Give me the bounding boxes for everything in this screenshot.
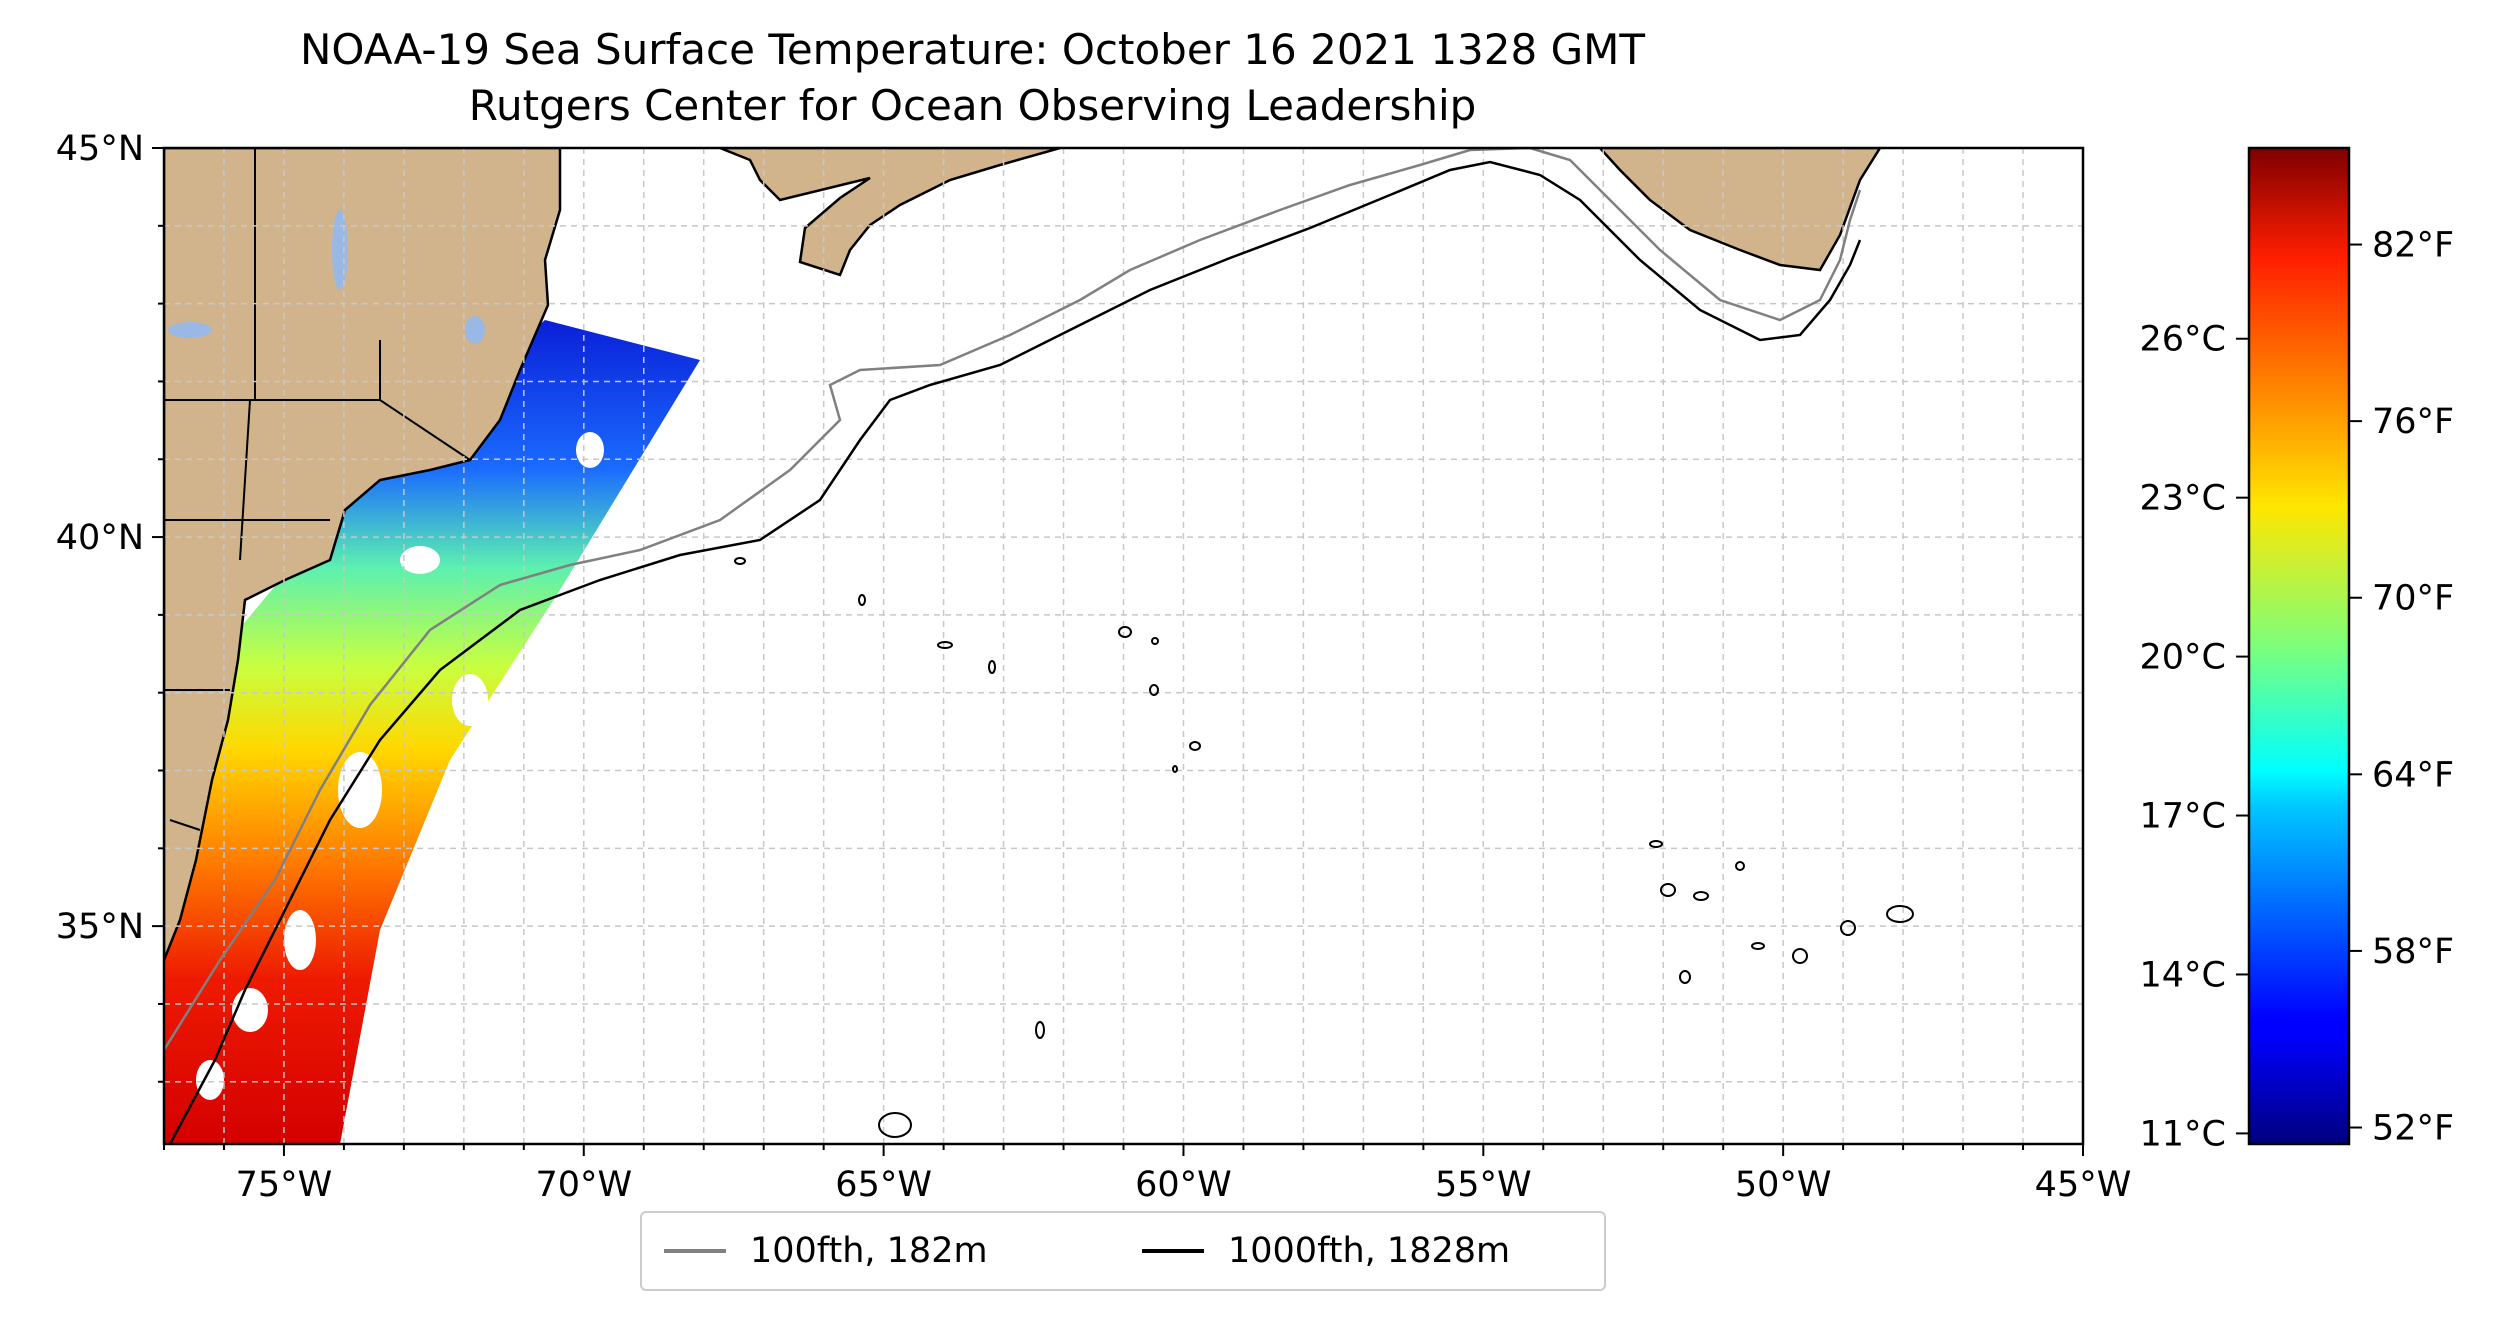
legend-item-100fth: 100fth, 182m bbox=[664, 1213, 988, 1289]
colorbar-celsius-label: 23°C bbox=[2140, 479, 2226, 519]
x-axis: 75°W 70°W 65°W 60°W 55°W 50°W 45°W bbox=[163, 1144, 2132, 1205]
legend-swatch-1000fth bbox=[1142, 1249, 1204, 1253]
colorbar-fahrenheit-label: 58°F bbox=[2372, 932, 2454, 972]
colorbar-celsius-label: 26°C bbox=[2140, 320, 2226, 360]
y-tick-label: 45°N bbox=[56, 129, 144, 169]
colorbar-celsius-label: 11°C bbox=[2140, 1114, 2226, 1154]
map-legend: 100fth, 182m 1000fth, 1828m bbox=[640, 1211, 1606, 1291]
colorbar-fahrenheit-ticks: 52°F 58°F 64°F 70°F 76°F 82°F bbox=[2349, 226, 2454, 1149]
map-plot-area bbox=[164, 148, 2083, 1144]
x-tick-label: 60°W bbox=[1135, 1165, 1232, 1205]
colorbar-celsius-label: 17°C bbox=[2140, 797, 2226, 837]
nova-scotia-land bbox=[719, 148, 1061, 277]
legend-label-1000fth: 1000fth, 1828m bbox=[1228, 1231, 1511, 1271]
y-tick-label: 35°N bbox=[56, 907, 144, 947]
chart-title: NOAA-19 Sea Surface Temperature: October… bbox=[299, 25, 1646, 74]
isobath-100fth-line bbox=[164, 148, 1862, 1051]
colorbar: 11°C 14°C 17°C 20°C 23°C 26°C 52°F 58°F 64°F 70°… bbox=[2140, 146, 2454, 1154]
isobath-1000fth-line bbox=[168, 160, 1862, 1144]
colorbar-celsius-ticks: 11°C 14°C 17°C 20°C 23°C 26°C bbox=[2140, 320, 2249, 1154]
y-axis: 35°N 40°N 45°N bbox=[56, 129, 164, 1083]
cloud-gaps bbox=[196, 432, 604, 1100]
x-tick-label: 45°W bbox=[2035, 1165, 2132, 1205]
colorbar-gradient bbox=[2247, 146, 2351, 1146]
colorbar-fahrenheit-label: 76°F bbox=[2372, 402, 2454, 442]
x-tick-label: 55°W bbox=[1435, 1165, 1532, 1205]
map-gridlines bbox=[164, 148, 2083, 1144]
legend-swatch-100fth bbox=[664, 1249, 726, 1253]
x-tick-label: 65°W bbox=[835, 1165, 932, 1205]
colorbar-celsius-label: 20°C bbox=[2140, 638, 2226, 678]
colorbar-celsius-label: 14°C bbox=[2140, 955, 2226, 995]
legend-label-100fth: 100fth, 182m bbox=[750, 1231, 988, 1271]
colorbar-fahrenheit-label: 52°F bbox=[2372, 1109, 2454, 1149]
us-coast-land bbox=[164, 148, 562, 961]
colorbar-fahrenheit-label: 82°F bbox=[2372, 226, 2454, 266]
colorbar-fahrenheit-label: 64°F bbox=[2372, 755, 2454, 795]
colorbar-fahrenheit-label: 70°F bbox=[2372, 579, 2454, 619]
chart-subtitle: Rutgers Center for Ocean Observing Leade… bbox=[468, 81, 1477, 130]
seamount-contours bbox=[734, 557, 1914, 1138]
y-tick-label: 40°N bbox=[56, 518, 144, 558]
x-tick-label: 50°W bbox=[1735, 1165, 1832, 1205]
newfoundland-land bbox=[1598, 148, 1882, 272]
legend-item-1000fth: 1000fth, 1828m bbox=[1142, 1213, 1510, 1289]
x-tick-label: 70°W bbox=[535, 1165, 632, 1205]
x-tick-label: 75°W bbox=[236, 1165, 333, 1205]
land bbox=[164, 148, 1882, 961]
land-borders bbox=[164, 148, 471, 831]
